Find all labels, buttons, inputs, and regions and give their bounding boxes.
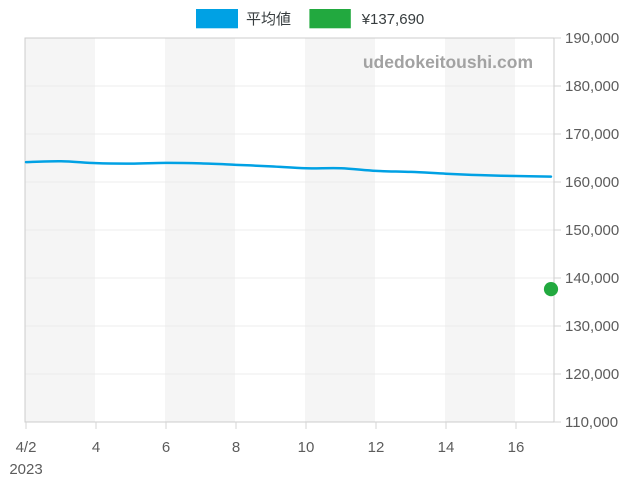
- svg-text:150,000: 150,000: [565, 222, 619, 239]
- svg-text:110,000: 110,000: [565, 414, 618, 431]
- svg-text:180,000: 180,000: [565, 78, 619, 95]
- svg-text:130,000: 130,000: [565, 318, 619, 335]
- svg-text:120,000: 120,000: [565, 366, 619, 383]
- svg-text:170,000: 170,000: [565, 126, 619, 143]
- svg-text:平均値: 平均値: [246, 11, 291, 28]
- svg-text:16: 16: [508, 439, 525, 456]
- svg-text:140,000: 140,000: [565, 270, 619, 287]
- svg-text:4: 4: [92, 439, 100, 456]
- svg-text:190,000: 190,000: [565, 30, 619, 47]
- svg-text:8: 8: [232, 439, 240, 456]
- svg-text:14: 14: [438, 439, 455, 456]
- svg-text:¥137,690: ¥137,690: [361, 11, 425, 28]
- svg-text:160,000: 160,000: [565, 174, 619, 191]
- svg-text:12: 12: [368, 439, 385, 456]
- svg-text:2023: 2023: [9, 461, 42, 478]
- svg-text:6: 6: [162, 439, 170, 456]
- svg-text:10: 10: [298, 439, 315, 456]
- svg-text:4/2: 4/2: [16, 439, 37, 456]
- svg-text:udedokeitoushi.com: udedokeitoushi.com: [363, 52, 533, 72]
